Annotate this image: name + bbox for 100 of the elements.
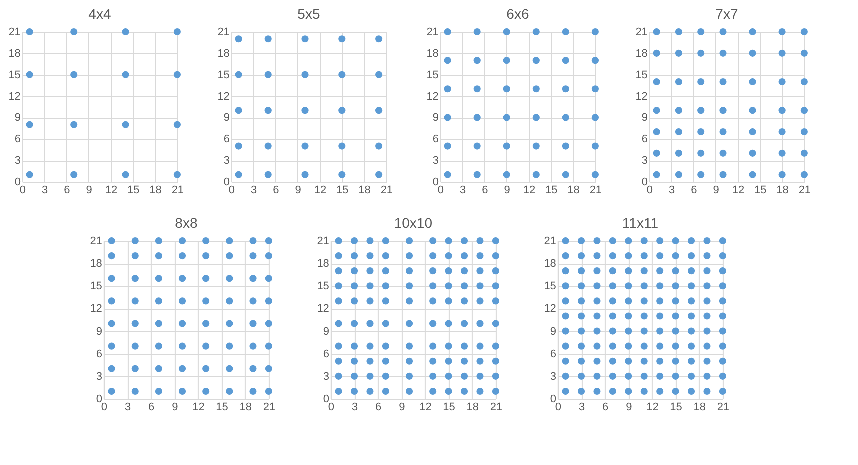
point [376,171,383,178]
y-tick-label: 3 [96,370,102,383]
point [720,78,727,86]
point [720,50,727,57]
x-tick-label: 12 [523,184,536,196]
point [675,28,682,36]
x-tick-label: 18 [568,184,580,196]
point [749,150,756,157]
x-tick-label: 18 [150,184,162,196]
point [749,50,756,57]
point [675,50,682,57]
point [698,28,705,36]
point [675,171,682,178]
point [698,78,705,86]
y-tick-label: 15 [8,69,21,82]
point [562,142,570,150]
x-tick-label: 3 [578,402,586,414]
point [532,86,540,93]
point [653,28,660,36]
point [338,71,346,78]
point [562,28,570,36]
point [698,107,705,114]
y-tick-label: 12 [218,90,230,103]
y-tick-label: 15 [544,280,556,293]
x-tick-label: 6 [148,402,155,414]
point [174,121,181,128]
point [122,28,130,36]
point [532,57,540,64]
x-tick-label: 3 [460,184,466,196]
chart-title: 11x11 [622,215,659,231]
point [749,28,756,36]
y-tick-label: 12 [8,90,21,103]
point [302,107,309,114]
point [302,36,309,43]
point [70,171,78,178]
point [503,28,510,36]
y-tick-label: 18 [426,48,439,60]
x-tick-label: 18 [694,402,706,414]
x-tick-label: 18 [240,402,252,414]
y-tick-label: 3 [550,370,556,383]
point [592,142,599,150]
point [720,107,727,114]
point [778,50,786,57]
point [174,171,181,178]
point [444,86,452,93]
y-tick-label: 9 [96,326,102,338]
point [778,107,786,114]
point [174,28,181,36]
point [503,57,510,64]
x-tick-label: 9 [504,184,510,196]
x-tick-label: 3 [42,184,48,196]
point [444,171,452,178]
point [653,150,660,157]
point [562,57,570,64]
point [302,142,309,150]
x-tick-label: 21 [490,402,503,414]
point [749,107,756,114]
point [532,114,540,122]
point [749,171,756,178]
y-tick-label: 0 [96,394,102,406]
y-tick-label: 15 [426,69,439,82]
y-tick-label: 21 [636,26,648,38]
y-tick-label: 6 [224,134,230,146]
point [778,171,786,178]
point [675,107,682,114]
y-tick-label: 6 [550,348,556,360]
y-tick-label: 9 [224,112,230,124]
point [122,121,130,128]
x-tick-label: 9 [295,184,302,196]
point [338,107,346,114]
x-tick-label: 6 [691,184,698,196]
x-tick-label: 15 [670,402,682,414]
y-tick-label: 18 [8,48,21,60]
point [800,128,808,136]
point [376,107,383,114]
y-tick-label: 0 [224,176,230,188]
y-tick-label: 3 [432,155,439,168]
x-tick-label: 18 [358,184,371,196]
y-tick-label: 6 [432,134,439,146]
point [444,57,452,64]
point [653,128,660,136]
point [675,78,682,86]
point [26,121,34,128]
y-tick-label: 12 [317,303,330,316]
point [503,171,510,178]
point [698,50,705,57]
x-tick-label: 18 [776,184,789,196]
y-tick-label: 12 [636,90,648,103]
y-tick-label: 9 [432,112,439,124]
y-tick-label: 15 [636,69,648,82]
x-tick-label: 15 [754,184,767,196]
x-tick-label: 6 [64,184,70,196]
x-tick-label: 9 [399,402,406,414]
point [675,150,682,157]
point [235,36,242,43]
y-tick-label: 3 [224,155,230,168]
point [720,128,727,136]
point [720,171,727,178]
x-tick-label: 3 [124,402,132,414]
point [338,142,346,150]
